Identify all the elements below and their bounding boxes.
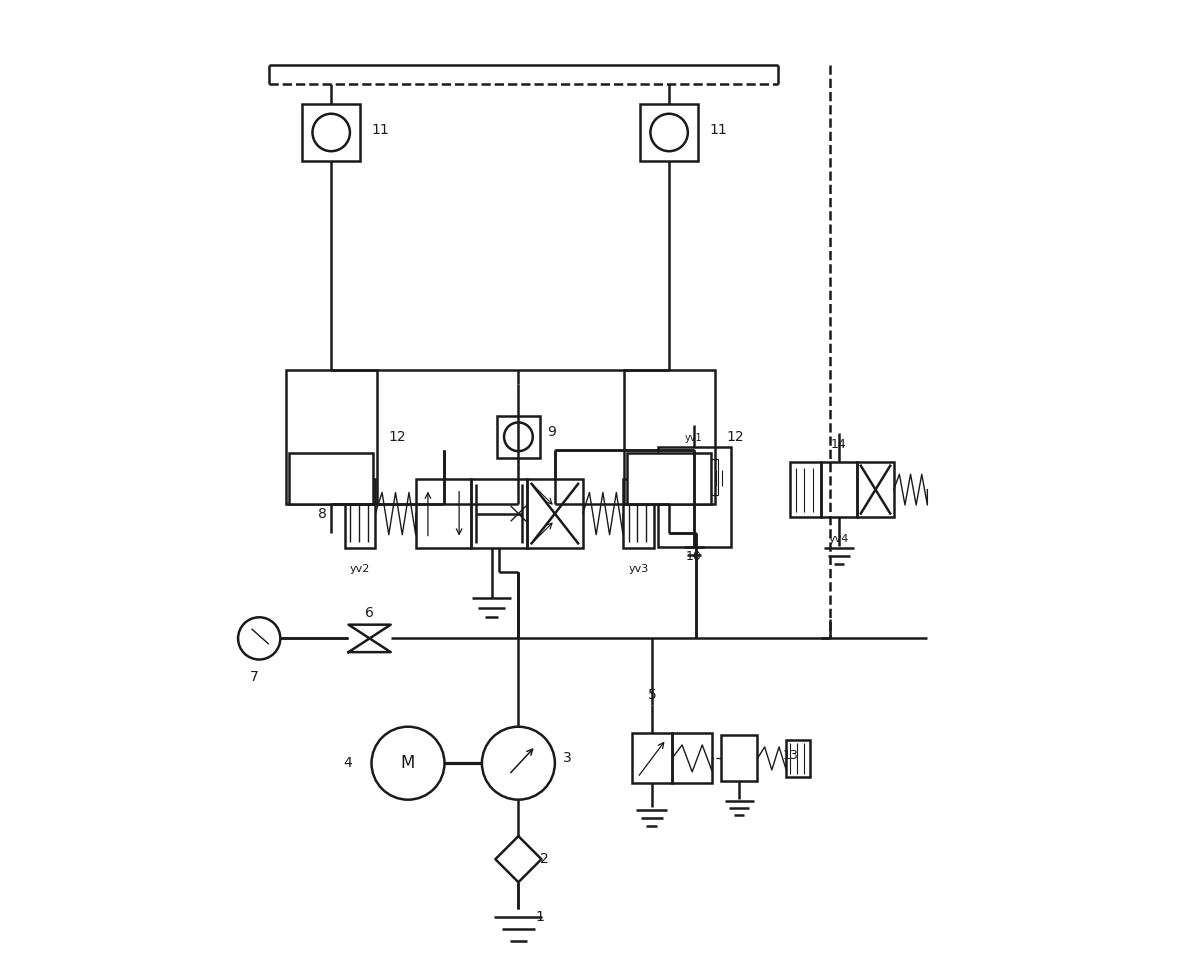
- Text: 9: 9: [547, 425, 556, 439]
- Text: 11: 11: [372, 123, 389, 136]
- Bar: [641, 104, 698, 161]
- Text: M: M: [401, 755, 415, 772]
- Bar: [672, 733, 713, 783]
- Bar: [286, 370, 377, 504]
- Text: 3: 3: [563, 752, 571, 765]
- Bar: [344, 479, 376, 548]
- Bar: [721, 735, 757, 781]
- Bar: [527, 479, 583, 548]
- Text: 11: 11: [709, 123, 727, 136]
- Text: 2: 2: [540, 852, 548, 866]
- Text: 8: 8: [318, 507, 328, 520]
- Bar: [857, 462, 894, 517]
- Bar: [472, 479, 527, 548]
- Text: yv3: yv3: [629, 564, 648, 574]
- Circle shape: [504, 422, 533, 451]
- Text: 1: 1: [535, 910, 545, 924]
- Bar: [624, 370, 715, 504]
- Bar: [497, 416, 540, 458]
- Text: 7: 7: [250, 670, 259, 684]
- Bar: [628, 453, 710, 504]
- Bar: [658, 447, 731, 547]
- Bar: [623, 479, 654, 548]
- Bar: [631, 733, 672, 783]
- Text: 13: 13: [782, 749, 798, 762]
- Bar: [415, 479, 472, 548]
- Text: 4: 4: [343, 756, 353, 770]
- Bar: [821, 462, 857, 517]
- Bar: [790, 462, 821, 517]
- Text: 12: 12: [726, 430, 744, 444]
- Bar: [786, 740, 810, 777]
- Text: yv2: yv2: [350, 564, 370, 574]
- Text: yv1: yv1: [684, 433, 702, 443]
- Bar: [302, 104, 360, 161]
- Text: 6: 6: [365, 606, 374, 620]
- Bar: [289, 453, 373, 504]
- Text: 12: 12: [389, 430, 406, 444]
- Text: yv4: yv4: [829, 534, 850, 543]
- Bar: [670, 459, 718, 495]
- Circle shape: [312, 114, 350, 152]
- Text: 14: 14: [832, 438, 847, 451]
- Circle shape: [650, 114, 688, 152]
- Text: 5: 5: [648, 688, 656, 702]
- Text: 10: 10: [686, 550, 702, 564]
